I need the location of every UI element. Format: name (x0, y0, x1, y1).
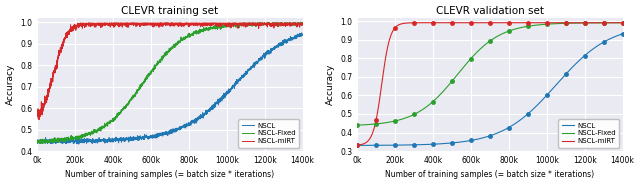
NSCL-Fixed (299, 23, 307, 25)
NSCL-mIRT (611, 22, 619, 24)
NSCL-mIRT (243, 25, 250, 27)
Line: NSCL: NSCL (37, 33, 303, 144)
NSCL-mIRT (74, 22, 82, 24)
NSCL-Fixed (562, 22, 570, 24)
NSCL-Fixed (611, 22, 618, 24)
Y-axis label: Accuracy: Accuracy (326, 64, 335, 105)
X-axis label: Number of training samples (= batch size * iterations): Number of training samples (= batch size… (385, 170, 595, 179)
NSCL-Fixed (163, 52, 170, 54)
NSCL (291, 35, 299, 37)
Title: CLEVR validation set: CLEVR validation set (436, 6, 544, 16)
Line: NSCL-Fixed: NSCL-Fixed (357, 23, 623, 125)
Line: NSCL-mIRT: NSCL-mIRT (37, 23, 303, 120)
NSCL-Fixed (619, 22, 627, 24)
NSCL-mIRT (353, 144, 361, 146)
NSCL (483, 136, 490, 138)
NSCL (353, 144, 361, 147)
NSCL-Fixed (297, 21, 305, 23)
Line: NSCL-Fixed: NSCL-Fixed (37, 22, 303, 143)
NSCL-mIRT (563, 22, 570, 24)
NSCL-mIRT (47, 80, 54, 83)
NSCL-Fixed (36, 142, 44, 144)
NSCL (243, 72, 250, 74)
Legend: NSCL, NSCL-Fixed, NSCL-mIRT: NSCL, NSCL-Fixed, NSCL-mIRT (238, 119, 299, 148)
NSCL-Fixed (611, 22, 619, 24)
NSCL-mIRT (35, 118, 43, 121)
NSCL (47, 143, 54, 145)
NSCL-mIRT (619, 22, 627, 24)
NSCL-mIRT (611, 22, 619, 24)
X-axis label: Number of training samples (= batch size * iterations): Number of training samples (= batch size… (65, 170, 275, 179)
NSCL-mIRT (532, 22, 540, 24)
NSCL-Fixed (243, 22, 250, 24)
NSCL (611, 36, 618, 38)
NSCL-Fixed (33, 141, 41, 143)
NSCL-Fixed (291, 22, 299, 25)
NSCL-Fixed (156, 61, 163, 63)
NSCL (299, 33, 307, 36)
Line: NSCL: NSCL (357, 34, 623, 145)
NSCL (562, 73, 570, 75)
Line: NSCL-mIRT: NSCL-mIRT (357, 23, 623, 145)
NSCL (476, 138, 483, 140)
NSCL-Fixed (353, 124, 361, 126)
NSCL-Fixed (476, 49, 483, 51)
NSCL (367, 144, 374, 147)
NSCL-mIRT (33, 115, 41, 117)
NSCL-mIRT (163, 24, 170, 26)
NSCL-mIRT (483, 22, 490, 24)
NSCL (163, 132, 170, 135)
Y-axis label: Accuracy: Accuracy (6, 64, 15, 105)
NSCL-Fixed (47, 139, 54, 141)
NSCL-mIRT (291, 22, 299, 24)
NSCL-Fixed (367, 123, 374, 125)
NSCL (298, 32, 305, 34)
Legend: NSCL, NSCL-Fixed, NSCL-mIRT: NSCL, NSCL-Fixed, NSCL-mIRT (558, 119, 619, 148)
NSCL-mIRT (156, 23, 163, 25)
NSCL (33, 139, 41, 141)
NSCL-mIRT (476, 22, 483, 24)
NSCL-Fixed (291, 22, 299, 24)
NSCL-mIRT (299, 22, 307, 24)
NSCL (619, 33, 627, 35)
NSCL-mIRT (367, 136, 374, 138)
NSCL (156, 134, 163, 136)
NSCL (75, 143, 83, 145)
NSCL-Fixed (483, 43, 490, 45)
NSCL (291, 37, 299, 39)
NSCL-mIRT (291, 24, 299, 26)
NSCL (611, 36, 619, 38)
Title: CLEVR training set: CLEVR training set (121, 6, 218, 16)
